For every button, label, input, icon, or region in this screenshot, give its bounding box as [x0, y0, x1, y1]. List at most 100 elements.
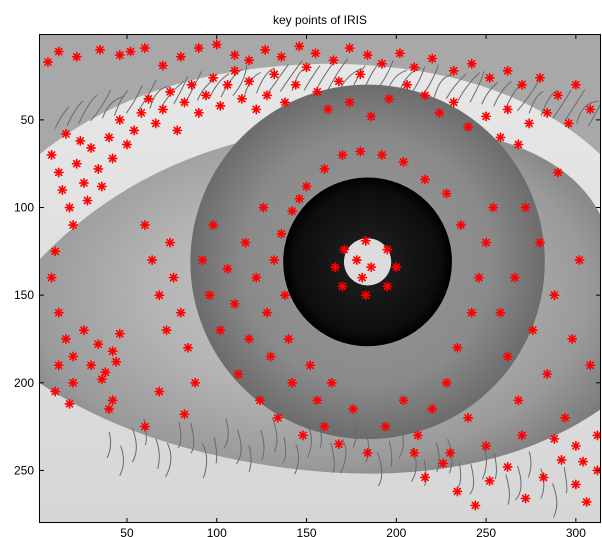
keypoint-marker	[93, 339, 104, 350]
keypoint-marker	[272, 412, 283, 423]
keypoint-marker	[310, 48, 321, 59]
keypoint-marker	[42, 57, 53, 68]
keypoint-marker	[578, 456, 589, 467]
keypoint-marker	[229, 65, 240, 76]
keypoint-marker	[107, 153, 118, 164]
keypoint-marker	[437, 458, 448, 469]
keypoint-marker	[560, 412, 571, 423]
eyelashes	[54, 58, 601, 518]
keypoint-marker	[165, 86, 176, 97]
keypoint-marker	[481, 440, 492, 451]
keypoint-marker	[398, 395, 409, 406]
keypoint-marker	[339, 244, 350, 255]
keypoint-marker	[382, 281, 393, 292]
keypoint-marker	[279, 290, 290, 301]
keypoint-marker	[244, 333, 255, 344]
keypoint-marker	[215, 100, 226, 111]
keypoint-marker	[420, 174, 431, 185]
keypoint-marker	[516, 79, 527, 90]
keypoint-marker	[204, 290, 215, 301]
keypoint-marker	[463, 412, 474, 423]
keypoint-marker	[312, 395, 323, 406]
keypoint-marker	[420, 90, 431, 101]
keypoint-marker	[93, 163, 104, 174]
keypoint-marker	[398, 156, 409, 167]
keypoint-marker	[495, 132, 506, 143]
keypoint-marker	[139, 220, 150, 231]
keypoint-marker	[384, 93, 395, 104]
keypoint-marker	[208, 72, 219, 83]
keypoint-marker	[520, 202, 531, 213]
keypoint-marker	[402, 79, 413, 90]
keypoint-marker	[455, 220, 466, 231]
y-tick-label: 200	[14, 376, 34, 390]
keypoint-marker	[139, 421, 150, 432]
keypoint-marker	[86, 142, 97, 153]
x-tick-label: 250	[476, 526, 496, 537]
keypoint-marker	[509, 272, 520, 283]
keypoint-marker	[441, 377, 452, 388]
keypoint-marker	[382, 244, 393, 255]
keypoint-marker	[323, 104, 334, 115]
keypoint-marker	[71, 158, 82, 169]
keypoint-marker	[513, 139, 524, 150]
keypoint-marker	[319, 163, 330, 174]
keypoint-marker	[175, 307, 186, 318]
keypoint-marker	[60, 333, 71, 344]
keypoint-marker	[362, 50, 373, 61]
keypoint-marker	[46, 149, 57, 160]
keypoint-marker	[330, 262, 341, 273]
keypoint-marker	[57, 184, 68, 195]
keypoint-marker	[287, 206, 298, 217]
keypoint-marker	[319, 421, 330, 432]
keypoint-marker	[348, 404, 359, 415]
keypoint-marker	[154, 290, 165, 301]
keypoint-marker	[150, 118, 161, 129]
y-tick-label: 150	[14, 288, 34, 302]
keypoint-marker	[53, 307, 64, 318]
keypoint-marker	[125, 46, 136, 57]
keypoint-marker	[337, 149, 348, 160]
keypoint-marker	[362, 447, 373, 458]
keypoint-marker	[473, 272, 484, 283]
keypoint-marker	[175, 51, 186, 62]
keypoint-marker	[104, 132, 115, 143]
keypoint-marker	[96, 181, 107, 192]
keypoint-marker	[276, 228, 287, 239]
axes-frame	[39, 34, 601, 523]
keypoint-marker	[269, 69, 280, 80]
keypoint-marker	[549, 290, 560, 301]
keypoint-marker	[412, 430, 423, 441]
keypoint-marker	[197, 255, 208, 266]
keypoint-marker	[251, 272, 262, 283]
keypoint-marker	[111, 356, 122, 367]
keypoint-marker	[355, 69, 366, 80]
keypoint-marker	[53, 360, 64, 371]
keypoint-marker	[183, 342, 194, 353]
keypoint-marker	[68, 377, 79, 388]
keypoint-marker	[333, 439, 344, 450]
keypoint-marker	[420, 472, 431, 483]
keypoint-marker	[574, 255, 585, 266]
keypoint-marker	[165, 237, 176, 248]
keypoint-marker	[527, 325, 538, 336]
keypoint-marker	[193, 107, 204, 118]
keypoint-marker	[78, 177, 89, 188]
figure-title: key points of IRIS	[273, 13, 367, 27]
keypoint-marker	[279, 97, 290, 108]
keypoint-marker	[581, 496, 592, 507]
keypoint-marker	[64, 398, 75, 409]
keypoint-marker	[549, 433, 560, 444]
keypoint-marker	[297, 430, 308, 441]
keypoint-marker	[229, 298, 240, 309]
keypoint-marker	[215, 325, 226, 336]
keypoint-marker	[452, 486, 463, 497]
keypoint-marker	[71, 51, 82, 62]
keypoint-marker	[585, 360, 596, 371]
keypoint-marker	[312, 86, 323, 97]
x-tick-label: 300	[566, 526, 586, 537]
x-tick-label: 200	[386, 526, 406, 537]
keypoint-marker	[445, 447, 456, 458]
keypoint-marker	[136, 107, 147, 118]
keypoint-marker	[82, 195, 93, 206]
